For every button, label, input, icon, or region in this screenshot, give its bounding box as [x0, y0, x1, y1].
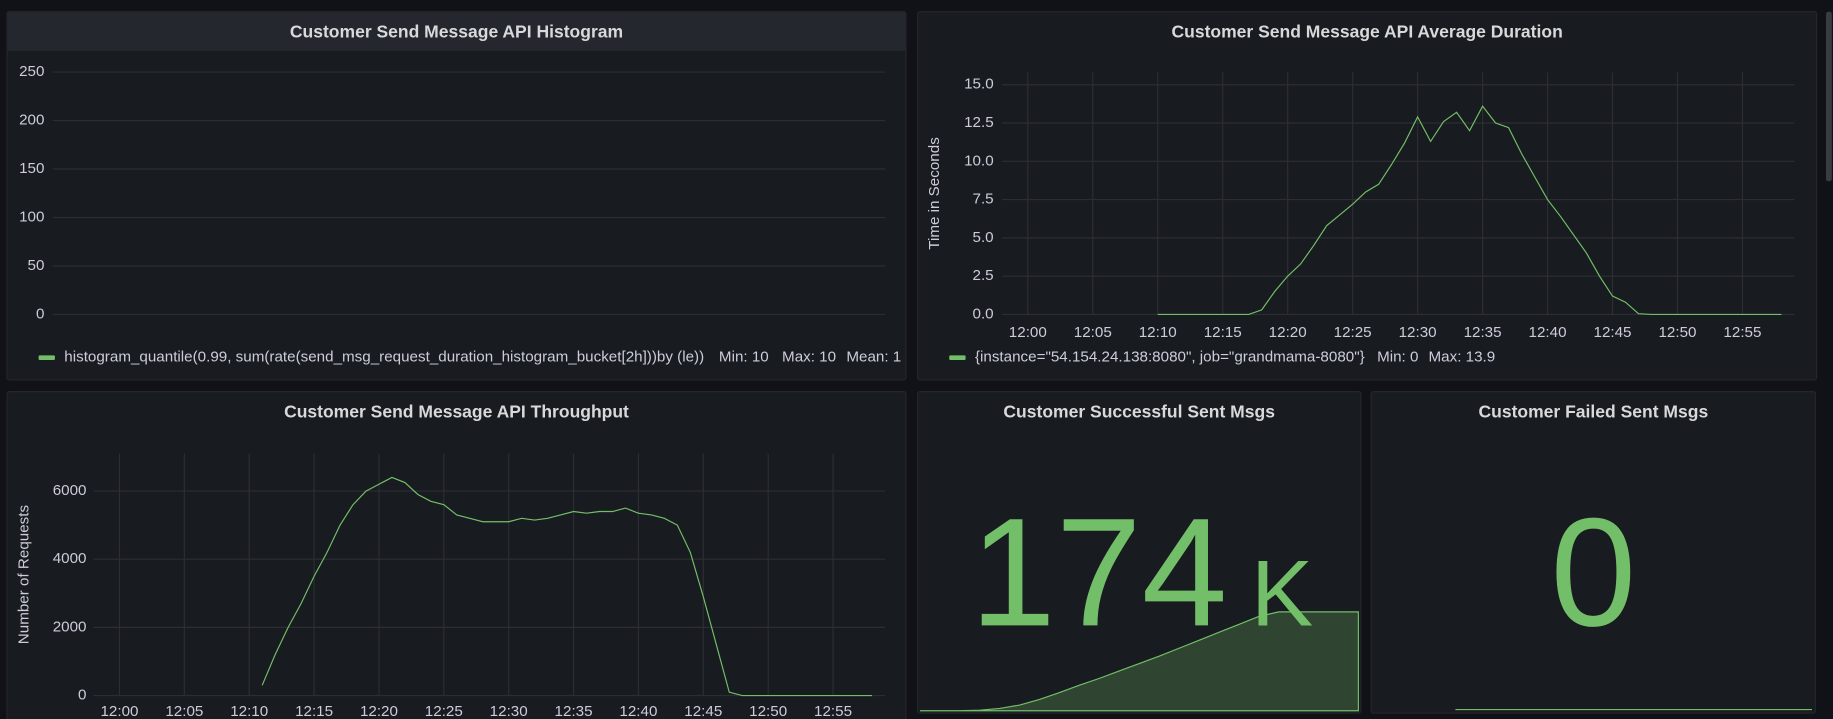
y-tick-label: 0.0 — [973, 305, 994, 322]
x-tick-label: 12:05 — [165, 703, 203, 719]
x-tick-label: 12:45 — [684, 703, 722, 719]
x-tick-label: 12:35 — [555, 703, 593, 719]
x-tick-label: 12:20 — [1269, 324, 1307, 341]
x-tick-label: 12:10 — [1139, 324, 1177, 341]
panel — [7, 392, 906, 719]
x-tick-label: 12:40 — [619, 703, 657, 719]
x-tick-label: 12:10 — [230, 703, 268, 719]
y-tick-label: 6000 — [53, 482, 87, 499]
scrollbar[interactable] — [1826, 12, 1832, 182]
x-tick-label: 12:25 — [425, 703, 463, 719]
y-tick-label: 4000 — [53, 550, 87, 567]
legend-stat: Min: 0 — [1377, 349, 1418, 366]
y-tick-label: 7.5 — [973, 191, 994, 208]
panel-title: Customer Send Message API Average Durati… — [1171, 21, 1562, 41]
panel-title: Customer Successful Sent Msgs — [1003, 401, 1275, 421]
y-tick-label: 2.5 — [973, 267, 994, 284]
x-tick-label: 12:15 — [1204, 324, 1242, 341]
stat-value: 174 — [970, 485, 1227, 658]
x-tick-label: 12:35 — [1464, 324, 1502, 341]
y-tick-label: 2000 — [53, 618, 87, 635]
y-axis-label: Time in Seconds — [926, 137, 943, 250]
x-tick-label: 12:05 — [1074, 324, 1112, 341]
x-tick-label: 12:40 — [1529, 324, 1567, 341]
legend-stat: Max: 13.9 — [1429, 349, 1496, 366]
y-tick-label: 0 — [36, 305, 44, 322]
y-tick-label: 0 — [78, 687, 86, 704]
legend-label: histogram_quantile(0.99, sum(rate(send_m… — [64, 349, 704, 366]
x-tick-label: 12:25 — [1334, 324, 1372, 341]
y-tick-label: 100 — [19, 209, 44, 226]
legend-stat: Min: 10 — [719, 349, 769, 366]
legend-swatch — [949, 355, 965, 360]
x-tick-label: 12:15 — [295, 703, 333, 719]
y-tick-label: 200 — [19, 112, 44, 129]
y-tick-label: 250 — [19, 63, 44, 80]
y-tick-label: 150 — [19, 160, 44, 177]
y-tick-label: 5.0 — [973, 229, 994, 246]
y-axis-label: Number of Requests — [16, 505, 33, 645]
panel-title: Customer Send Message API Throughput — [284, 401, 629, 421]
x-tick-label: 12:00 — [1009, 324, 1047, 341]
stat-value: 0 — [1550, 485, 1636, 658]
stat-unit: K — [1251, 540, 1313, 645]
panel-title: Customer Failed Sent Msgs — [1478, 401, 1708, 421]
legend-label: {instance="54.154.24.138:8080", job="gra… — [975, 349, 1365, 366]
x-tick-label: 12:55 — [1723, 324, 1761, 341]
x-tick-label: 12:30 — [1399, 324, 1437, 341]
y-tick-label: 50 — [28, 257, 45, 274]
panel-title: Customer Send Message API Histogram — [290, 21, 623, 41]
x-tick-label: 12:20 — [360, 703, 398, 719]
legend-stat: Max: 10 — [782, 349, 836, 366]
y-tick-label: 15.0 — [964, 76, 994, 93]
x-tick-label: 12:50 — [1658, 324, 1696, 341]
x-tick-label: 12:45 — [1594, 324, 1632, 341]
panel — [7, 12, 906, 380]
x-tick-label: 12:00 — [100, 703, 138, 719]
legend-swatch — [39, 355, 55, 360]
y-tick-label: 10.0 — [964, 152, 994, 169]
legend-stat: Mean: 1 — [846, 349, 901, 366]
y-tick-label: 12.5 — [964, 114, 994, 131]
dashboard-grid: Customer Send Message API Histogram 0 50 10… — [7, 12, 1832, 719]
x-tick-label: 12:50 — [749, 703, 787, 719]
x-tick-label: 12:55 — [814, 703, 852, 719]
x-tick-label: 12:30 — [490, 703, 528, 719]
